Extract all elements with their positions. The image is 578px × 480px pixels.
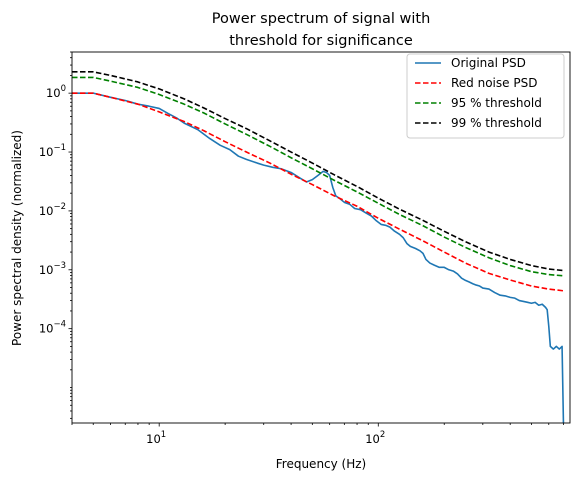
legend-box xyxy=(406,53,565,139)
series-line-4 xyxy=(72,71,564,272)
x-tick-label: 101 xyxy=(146,430,166,446)
axes-frame xyxy=(71,51,571,424)
y-tick-label: 100 xyxy=(46,84,66,100)
y-tick-label: 10−1 xyxy=(39,143,66,159)
legend-label-2: Red noise PSD xyxy=(451,76,537,90)
series-line-1 xyxy=(72,92,565,423)
legend-label-1: Original PSD xyxy=(451,56,526,70)
y-tick-label: 10−2 xyxy=(39,202,66,218)
chart-title-line-1: Power spectrum of signal with xyxy=(212,11,431,27)
plot-area: 101 102 10−4 10−3 10−2 10−1 100 xyxy=(39,51,571,446)
x-tick-label: 102 xyxy=(365,430,385,446)
legend-label-3: 95 % threshold xyxy=(451,96,542,110)
series-layer xyxy=(72,71,565,423)
x-axis-ticks: 101 102 xyxy=(71,423,564,446)
legend-label-4: 99 % threshold xyxy=(451,116,542,130)
legend: Original PSD Red noise PSD 95 % threshold 9… xyxy=(406,53,565,139)
y-axis-label: Power spectral density (normalized) xyxy=(10,130,24,346)
chart-title-line-2: threshold for significance xyxy=(229,33,413,49)
y-axis-ticks: 10−4 10−3 10−2 10−1 100 xyxy=(39,51,72,419)
series-line-2 xyxy=(72,92,564,292)
y-tick-label: 10−4 xyxy=(39,320,66,336)
x-axis-label: Frequency (Hz) xyxy=(276,457,367,471)
y-tick-label: 10−3 xyxy=(39,261,66,277)
series-line-3 xyxy=(72,76,564,277)
